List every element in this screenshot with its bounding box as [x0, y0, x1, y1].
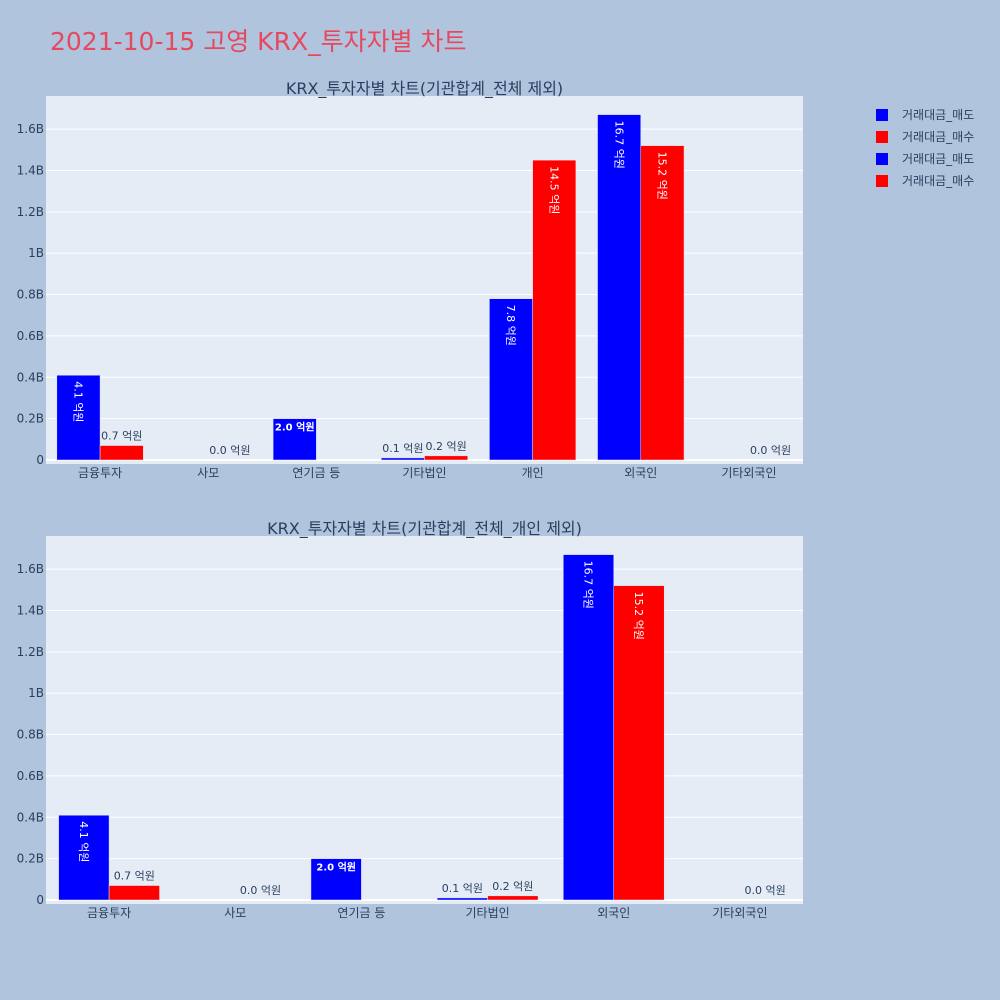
y-tick-label: 0.2B	[17, 412, 44, 426]
bar-value-label: 4.1 억원	[72, 381, 85, 422]
bar-sell	[272, 418, 317, 461]
legend-swatch-sell-2	[876, 153, 888, 165]
y-tick-label: 1.6B	[17, 562, 44, 576]
bar-value-label: 0.1 억원	[382, 442, 423, 455]
legend-label-sell-1: 거래대금_매도	[902, 108, 975, 122]
y-tick-label: 1.2B	[17, 205, 44, 219]
y-tick-label: 0.2B	[17, 852, 44, 866]
bar-value-label: 0.7 억원	[101, 430, 142, 443]
bar-value-label: 0.1 억원	[442, 882, 483, 895]
x-tick-label: 기타외국인	[721, 466, 776, 480]
y-tick-label: 1B	[28, 686, 44, 700]
bar-value-label: 4.1 억원	[77, 821, 90, 862]
bar-value-label: 0.0 억원	[209, 444, 250, 457]
plot-area	[46, 96, 803, 464]
legend-swatch-sell-1	[876, 109, 888, 121]
chart-title: KRX_투자자별 차트(기관합계_전체 제외)	[286, 79, 563, 99]
bar-value-label: 15.2 억원	[632, 592, 645, 640]
chart-2: 0 0.2B 0.4B 0.6B 0.8B 1B 1.2B 1.4B 1.6B KRX_투자자별 …	[17, 519, 803, 920]
bar-value-label: 0.0 억원	[750, 444, 791, 457]
x-tick-label: 기타외국인	[712, 906, 767, 920]
bar-sell	[489, 298, 533, 461]
x-tick-label: 연기금 등	[337, 906, 385, 920]
plot-area	[46, 536, 803, 904]
bar-buy	[424, 455, 469, 461]
y-tick-label: 0.6B	[17, 329, 44, 343]
chart-1: 0 0.2B 0.4B 0.6B 0.8B 1B 1.2B 1.4B 1.6B KRX_투자자별 …	[17, 79, 803, 480]
legend-label-buy-1: 거래대금_매수	[902, 130, 975, 144]
bar-value-label: 7.8 억원	[504, 305, 517, 346]
bar-sell	[380, 457, 425, 461]
legend-swatch-buy-1	[876, 131, 888, 143]
y-tick-label: 0.4B	[17, 370, 44, 384]
x-tick-label: 기타법인	[402, 466, 446, 480]
legend-label-sell-2: 거래대금_매도	[902, 152, 975, 166]
x-tick-label: 외국인	[624, 466, 657, 480]
bar-sell	[56, 374, 101, 461]
bar-sell	[310, 858, 362, 901]
bar-value-label: 15.2 억원	[656, 152, 669, 200]
y-tick-label: 1.4B	[17, 163, 44, 177]
y-tick-label: 1.6B	[17, 122, 44, 136]
bar-buy	[613, 585, 665, 901]
bar-buy	[487, 895, 539, 901]
bar-buy	[532, 159, 577, 461]
bar-sell	[563, 554, 614, 901]
y-tick-label: 0.4B	[17, 810, 44, 824]
y-tick-label: 0	[36, 893, 44, 907]
x-tick-label: 연기금 등	[292, 466, 340, 480]
bar-value-label: 2.0 억원	[316, 861, 356, 874]
bar-sell	[58, 814, 110, 901]
bar-value-label: 14.5 억원	[547, 166, 560, 214]
x-tick-label: 외국인	[597, 906, 630, 920]
bar-buy	[99, 445, 144, 461]
y-tick-label: 1.2B	[17, 645, 44, 659]
bar-value-label: 16.7 억원	[582, 561, 595, 609]
bar-value-label: 0.7 억원	[114, 870, 155, 883]
bar-sell	[597, 114, 642, 461]
bar-buy	[108, 885, 160, 901]
x-tick-label: 개인	[522, 466, 544, 480]
legend-swatch-buy-2	[876, 175, 888, 187]
bar-value-label: 0.2 억원	[426, 440, 467, 453]
bar-sell	[436, 897, 488, 901]
chart-title: KRX_투자자별 차트(기관합계_전체_개인 제외)	[267, 519, 582, 539]
x-tick-label: 사모	[197, 466, 219, 480]
legend-label-buy-2: 거래대금_매수	[902, 174, 975, 188]
bar-value-label: 0.2 억원	[492, 880, 533, 893]
x-tick-label: 사모	[224, 906, 246, 920]
bar-value-label: 16.7 억원	[612, 121, 625, 169]
y-tick-label: 1.4B	[17, 603, 44, 617]
y-tick-label: 0.6B	[17, 769, 44, 783]
y-tick-label: 0.8B	[17, 288, 44, 302]
bar-value-label: 0.0 억원	[745, 884, 786, 897]
page-title: 2021-10-15 고영 KRX_투자자별 차트	[50, 27, 467, 56]
y-tick-label: 0	[36, 453, 44, 467]
y-tick-label: 0.8B	[17, 728, 44, 742]
bar-value-label: 0.0 억원	[240, 884, 281, 897]
bar-value-label: 2.0 억원	[275, 421, 315, 434]
y-tick-label: 1B	[28, 246, 44, 260]
x-tick-label: 금융투자	[87, 906, 131, 920]
x-tick-label: 기타법인	[465, 906, 509, 920]
bar-buy	[640, 145, 685, 461]
x-tick-label: 금융투자	[78, 466, 122, 480]
